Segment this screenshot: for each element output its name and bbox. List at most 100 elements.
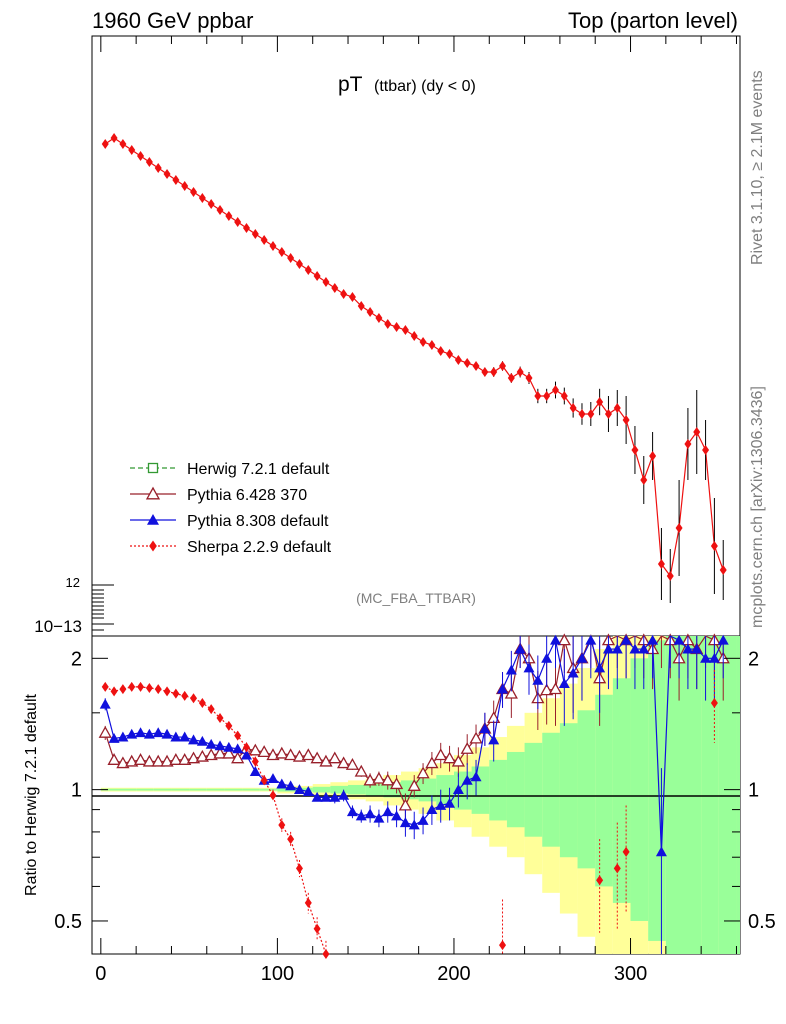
pythia6-ratio-point	[266, 748, 280, 761]
sherpa-ratio-point	[181, 690, 189, 701]
pythia8-ratio-point	[346, 806, 358, 817]
pythia6-ratio-point	[381, 773, 395, 786]
sherpa-ratio-point	[110, 686, 118, 697]
legend-marker-1	[145, 486, 161, 500]
band-green-bin	[242, 788, 260, 791]
sherpa-main-point	[481, 367, 489, 377]
sherpa-ratio-point	[163, 686, 171, 697]
sherpa-main-point	[454, 355, 462, 365]
legend-label-2: Pythia 8.308 default	[187, 513, 329, 530]
pythia6-ratio-point	[416, 766, 430, 779]
upper-data	[101, 133, 727, 603]
pythia8-ratio-point	[549, 634, 561, 645]
sherpa-main-point	[419, 337, 427, 347]
legend-marker-0	[147, 462, 159, 474]
legend-marker-3	[149, 540, 157, 552]
pythia6-ratio-point	[151, 754, 165, 767]
legend-label-1: Pythia 6.428 370	[187, 487, 307, 504]
pythia8-ratio-point	[602, 643, 614, 654]
sherpa-main-point	[719, 565, 727, 575]
pythia8-ratio-point	[338, 789, 350, 800]
header-right: Top (parton level)	[568, 8, 738, 33]
pythia6-ratio-point	[204, 748, 218, 761]
sherpa-ratio-point	[287, 834, 295, 845]
band-green-bin	[100, 788, 119, 791]
legend-marker-2	[147, 514, 159, 525]
sherpa-main-point	[119, 139, 127, 149]
sherpa-ratio-point	[225, 720, 233, 731]
sherpa-main-point	[198, 193, 206, 203]
pythia8-ratio-point	[364, 808, 376, 819]
band-green-bin	[312, 786, 331, 793]
pythia8-ratio-point	[638, 643, 650, 654]
pythia8-ratio-point	[611, 643, 623, 654]
pythia8-ratio-point	[470, 771, 482, 782]
sherpa-main-point	[322, 277, 330, 287]
pythia6-ratio-point	[354, 764, 368, 777]
band-green-bin	[718, 636, 737, 954]
pythia8-ratio-point	[152, 727, 164, 738]
pythia8-ratio-point	[249, 766, 261, 776]
pythia8-ratio-point	[188, 734, 200, 745]
ratio-xtick-label: 300	[614, 963, 647, 985]
pythia8-ratio-point	[647, 634, 659, 645]
band-green-bin	[330, 785, 349, 794]
sherpa-ratio-point	[613, 863, 621, 874]
pythia8-ratio-point	[426, 804, 438, 815]
pythia8-ratio-point	[444, 797, 456, 808]
pythia8-ratio-point	[461, 774, 473, 785]
pythia6-ratio-point	[195, 749, 209, 762]
pythia6-ratio-point	[292, 749, 307, 762]
upper-ytick-12: 12	[66, 575, 80, 590]
pythia6-ratio-point	[442, 751, 457, 764]
ratio-ylabel: Ratio to Herwig 7.2.1 default	[23, 694, 40, 896]
pythia8-ratio-point	[541, 652, 553, 663]
sherpa-main-point	[101, 139, 109, 149]
pythia8-ratio-point	[170, 731, 182, 742]
sherpa-main-point	[499, 361, 507, 371]
band-green-bin	[577, 710, 596, 869]
band-green-bin	[224, 788, 243, 791]
band-green-bin	[489, 759, 507, 821]
pythia8-ratio-point	[523, 662, 535, 673]
sherpa-ratio-point	[710, 697, 718, 708]
ratio-ytick-label-left: 0.5	[54, 911, 82, 933]
sherpa-main-point	[472, 361, 480, 371]
sherpa-main-point	[490, 367, 498, 377]
pythia8-ratio-point	[505, 664, 517, 675]
pythia6-ratio-point	[125, 754, 139, 767]
sherpa-main-point	[596, 397, 604, 407]
ratio-ytick-label-right: 1	[748, 780, 759, 802]
band-green-bin	[542, 732, 560, 847]
pythia8-ratio-point	[629, 643, 641, 654]
band-green-bin	[683, 636, 702, 954]
sherpa-main-line	[104, 137, 724, 578]
pythia8-ratio-point	[108, 732, 120, 743]
band-green-bin	[365, 784, 384, 796]
ratio-ytick-label-left: 1	[71, 780, 82, 802]
sherpa-main-point	[375, 313, 383, 323]
pythia6-ratio-point	[133, 753, 148, 765]
sherpa-main-point	[463, 358, 471, 368]
sherpa-main-point	[348, 292, 356, 302]
pythia8-ratio-point	[497, 683, 509, 694]
band-green-bin	[524, 742, 543, 837]
pythia8-ratio-point	[373, 812, 385, 823]
ratio-ytick-label-left: 2	[71, 648, 82, 670]
sherpa-main-point	[216, 205, 224, 215]
ratio-axes: 0.5 0.51 12 20 100 200 300	[54, 36, 776, 985]
ratio-ytick-label-right: 2	[748, 648, 759, 670]
sherpa-main-point	[693, 427, 701, 437]
main-title-sub: (ttbar) (dy < 0)	[374, 78, 476, 95]
pythia8-ratio-point	[655, 846, 667, 857]
sherpa-main-point	[428, 340, 436, 350]
pythia6-ratio-point	[310, 751, 324, 764]
sherpa-main-point	[225, 211, 233, 221]
sherpa-main-point	[657, 559, 665, 569]
pythia6-ratio-point	[213, 746, 227, 759]
sherpa-main-point	[172, 175, 180, 185]
sherpa-main-point	[675, 523, 683, 533]
pythia8-ratio-point	[196, 735, 208, 746]
legend-label-3: Sherpa 2.2.9 default	[187, 539, 332, 556]
sherpa-ratio-point	[119, 684, 127, 695]
